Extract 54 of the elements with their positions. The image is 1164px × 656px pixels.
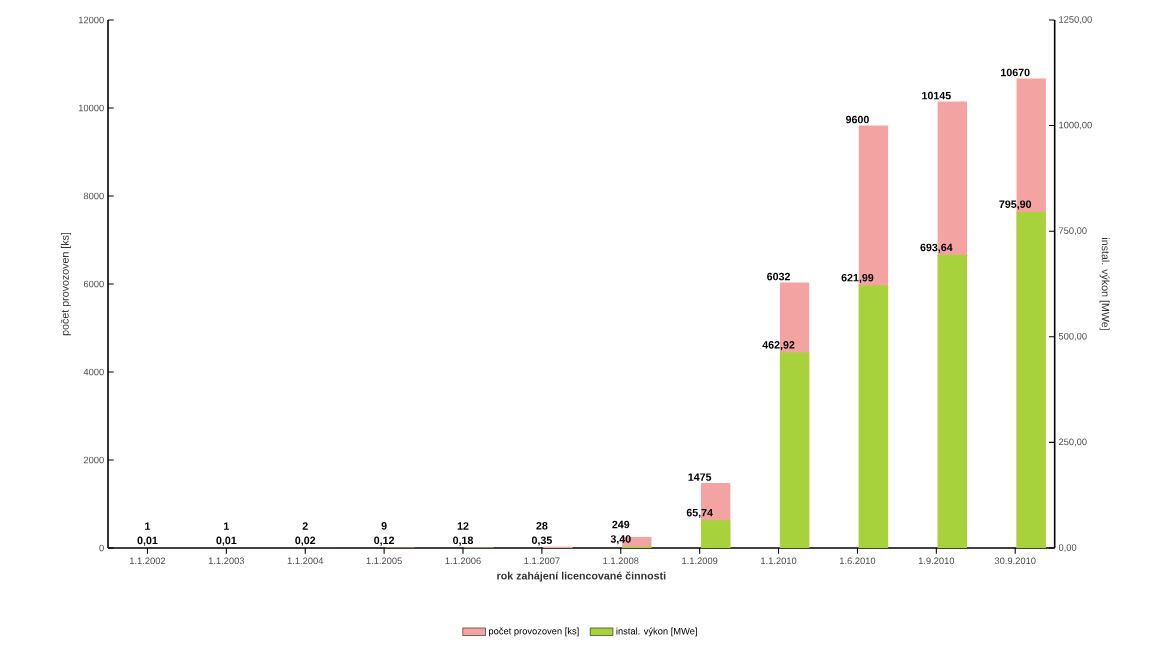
data-label: 621,99	[841, 273, 874, 283]
data-label: 0,18	[453, 536, 474, 546]
x-axis-title: rok zahájení licencované činnosti	[497, 571, 666, 582]
data-label: 3,40	[610, 535, 631, 545]
y-tick-label: 6000	[83, 280, 104, 288]
x-tick-label: 1.1.2010	[761, 557, 797, 565]
y2-axis-title: instal. výkon [MWe]	[1099, 238, 1110, 330]
legend-label: instal. výkon [MWe]	[616, 627, 697, 637]
data-label: 2	[302, 522, 308, 530]
y-tick-label: 4000	[83, 368, 104, 376]
legend-label: počet provozoven [ks]	[489, 627, 579, 637]
y2-tick-label: 0,00	[1058, 544, 1077, 552]
data-label: 10670	[1001, 68, 1030, 77]
x-tick-label: 1.1.2009	[682, 557, 718, 565]
x-tick-label: 1.1.2008	[603, 557, 639, 565]
data-label: 462,92	[762, 341, 795, 351]
y2-tick-label: 1000,00	[1059, 121, 1092, 130]
y-tick-label: 8000	[83, 192, 104, 200]
y-tick-label: 12000	[78, 16, 104, 24]
x-tick-label: 1.6.2010	[839, 557, 876, 565]
y2-tick-label: 1250,00	[1059, 16, 1092, 24]
data-label: 0,35	[531, 536, 552, 546]
x-tick-label: 1.1.2002	[130, 557, 166, 565]
data-label: 9	[381, 522, 387, 530]
data-label: 0,12	[374, 536, 395, 546]
data-label: 795,90	[999, 200, 1032, 210]
data-label: 249	[612, 520, 630, 529]
data-label: 28	[536, 522, 548, 530]
data-label: 10145	[922, 91, 951, 100]
x-tick-label: 1.1.2005	[366, 557, 402, 565]
data-label: 0,02	[295, 536, 316, 546]
data-label: 12	[457, 522, 469, 530]
x-tick-label: 1.1.2007	[524, 557, 560, 565]
x-tick-label: 1.1.2006	[445, 557, 481, 565]
x-tick-label: 1.1.2004	[287, 557, 324, 565]
data-label: 693,64	[920, 243, 953, 253]
y-axis-title: počet provozoven [ks]	[60, 232, 71, 336]
data-label: 1475	[688, 473, 712, 481]
data-label: 1	[145, 522, 151, 530]
data-label: 9600	[845, 115, 869, 124]
x-tick-label: 1.9.2010	[918, 557, 955, 565]
y-tick-label: 2000	[83, 456, 104, 464]
y2-tick-label: 500,00	[1058, 332, 1087, 341]
y-tick-label: 10000	[78, 104, 104, 112]
x-tick-label: 1.1.2003	[208, 557, 245, 565]
data-label: 6032	[767, 272, 790, 281]
data-label: 65,74	[686, 508, 713, 518]
data-label: 1	[224, 522, 229, 530]
y2-tick-label: 750,00	[1058, 227, 1087, 236]
y-tick-label: 0	[99, 544, 104, 552]
data-label: 0,01	[137, 536, 158, 546]
data-label: 0,01	[216, 536, 237, 546]
x-tick-label: 30.9.2010	[994, 557, 1036, 565]
y2-tick-label: 250,00	[1058, 438, 1087, 447]
